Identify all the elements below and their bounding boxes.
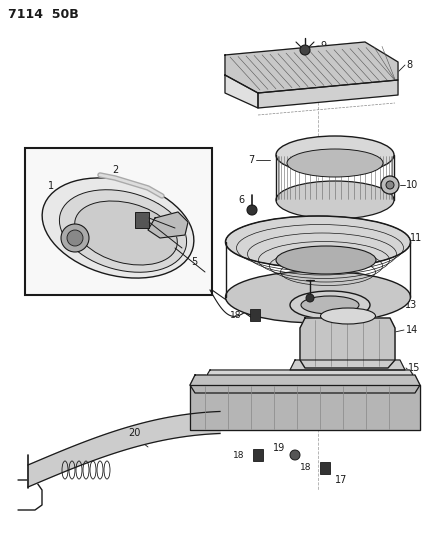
Polygon shape bbox=[148, 212, 188, 238]
Circle shape bbox=[290, 450, 300, 460]
Ellipse shape bbox=[287, 149, 383, 177]
Text: 5: 5 bbox=[191, 257, 197, 267]
Text: 7114  50B: 7114 50B bbox=[8, 7, 79, 20]
Ellipse shape bbox=[42, 178, 194, 278]
Bar bbox=[135, 212, 149, 228]
Ellipse shape bbox=[321, 308, 375, 324]
Polygon shape bbox=[300, 318, 395, 368]
Text: 3: 3 bbox=[153, 203, 159, 213]
Text: 20: 20 bbox=[128, 428, 140, 438]
Polygon shape bbox=[190, 385, 420, 430]
Text: 18: 18 bbox=[300, 464, 311, 472]
Bar bbox=[253, 449, 263, 461]
Ellipse shape bbox=[276, 246, 376, 274]
Text: 15: 15 bbox=[408, 363, 420, 373]
Text: 11: 11 bbox=[410, 233, 422, 243]
Bar bbox=[25, 148, 212, 295]
Polygon shape bbox=[225, 42, 398, 93]
Text: 17: 17 bbox=[335, 475, 348, 485]
Text: 1: 1 bbox=[48, 181, 54, 191]
Text: 7: 7 bbox=[248, 155, 254, 165]
Bar bbox=[250, 309, 260, 321]
Ellipse shape bbox=[226, 271, 410, 323]
Polygon shape bbox=[28, 411, 220, 487]
Text: 2: 2 bbox=[112, 165, 118, 175]
Polygon shape bbox=[207, 370, 413, 375]
Text: 19: 19 bbox=[273, 443, 285, 453]
Ellipse shape bbox=[301, 296, 359, 314]
Text: 8: 8 bbox=[406, 60, 412, 70]
Circle shape bbox=[386, 181, 394, 189]
Circle shape bbox=[247, 205, 257, 215]
Text: 14: 14 bbox=[406, 325, 418, 335]
Ellipse shape bbox=[276, 136, 394, 174]
Text: 13: 13 bbox=[405, 300, 417, 310]
Bar bbox=[320, 462, 330, 474]
Circle shape bbox=[61, 224, 89, 252]
Ellipse shape bbox=[75, 201, 177, 265]
Circle shape bbox=[67, 230, 83, 246]
Polygon shape bbox=[190, 375, 420, 393]
Circle shape bbox=[306, 294, 314, 302]
Ellipse shape bbox=[290, 291, 370, 319]
Text: 18: 18 bbox=[232, 450, 244, 459]
Text: 6: 6 bbox=[239, 195, 245, 205]
Circle shape bbox=[381, 176, 399, 194]
Polygon shape bbox=[290, 360, 405, 370]
Ellipse shape bbox=[226, 216, 410, 268]
Text: 4: 4 bbox=[168, 217, 174, 227]
Text: 9: 9 bbox=[320, 41, 326, 51]
Circle shape bbox=[300, 45, 310, 55]
Polygon shape bbox=[225, 75, 258, 108]
Text: 18: 18 bbox=[229, 311, 241, 319]
Ellipse shape bbox=[276, 181, 394, 219]
Ellipse shape bbox=[59, 190, 187, 272]
Text: 10: 10 bbox=[406, 180, 418, 190]
Text: 12: 12 bbox=[282, 272, 295, 282]
Text: 16: 16 bbox=[408, 385, 420, 395]
Polygon shape bbox=[258, 80, 398, 108]
